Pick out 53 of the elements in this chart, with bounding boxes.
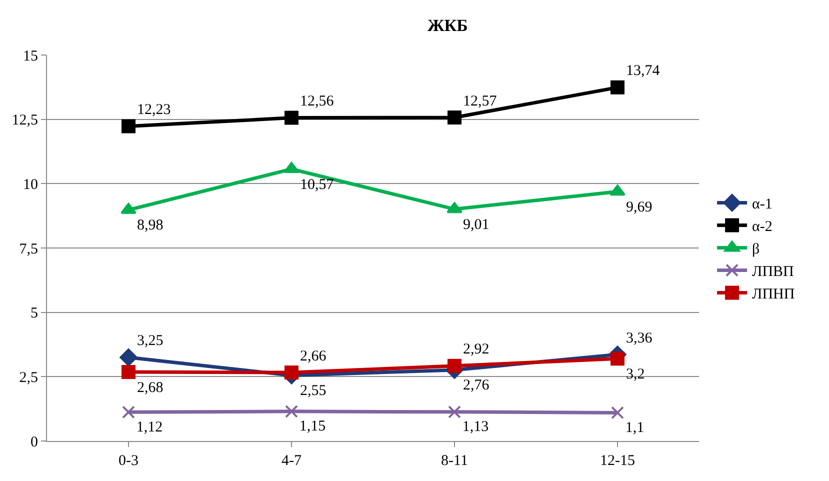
legend-label: β: [752, 242, 760, 258]
point: [610, 184, 626, 196]
point: [446, 202, 462, 214]
data-label: 3,25: [137, 333, 164, 350]
legend-label: ЛПНП: [752, 286, 795, 303]
x-tick-label: 4-7: [282, 453, 302, 469]
data-label: 13,74: [626, 63, 660, 80]
point: [448, 358, 462, 373]
data-label: 1,15: [299, 418, 326, 435]
y-tick-label: 15: [23, 48, 38, 64]
point: [122, 119, 136, 134]
data-label: 2,66: [300, 348, 327, 364]
y-tick-label: 10: [23, 176, 38, 193]
point: [610, 80, 624, 94]
legend-label: ЛПВП: [752, 264, 794, 280]
data-label: 9,01: [463, 216, 490, 233]
legend-label: α-1: [752, 196, 772, 213]
data-label: 1,1: [625, 420, 644, 436]
data-label: 2,92: [463, 342, 490, 358]
data-label: 1,12: [136, 419, 163, 436]
point: [122, 365, 136, 380]
data-label: 9,69: [626, 199, 652, 216]
data-label: 2,68: [137, 380, 164, 396]
data-label: 2,76: [463, 378, 490, 394]
y-tick-label: 5: [30, 306, 38, 322]
data-label: 12,56: [300, 94, 334, 110]
y-tick-label: 2,5: [19, 370, 38, 386]
point: [284, 366, 298, 380]
point: [285, 404, 298, 418]
chart-title: ЖКБ: [427, 16, 468, 36]
x-tick-label: 8-11: [441, 453, 468, 469]
x-tick-label: 12-15: [600, 453, 635, 469]
y-tick-label: 0: [30, 434, 38, 450]
legend-label: α-2: [752, 219, 772, 236]
point: [284, 110, 298, 125]
point: [122, 406, 135, 419]
data-label: 3,2: [626, 366, 645, 382]
point: [448, 110, 462, 125]
data-label: 8,98: [137, 218, 164, 234]
y-tick-label: 7,5: [19, 241, 38, 258]
point: [610, 352, 624, 366]
point: [448, 405, 461, 418]
point: [611, 406, 624, 420]
data-label: 1,13: [462, 419, 489, 436]
data-label: 10,57: [300, 176, 334, 193]
x-tick-label: 0-3: [118, 453, 138, 469]
data-label: 12,57: [463, 93, 498, 110]
data-label: 3,36: [626, 330, 653, 346]
point: [120, 202, 136, 214]
data-label: 2,55: [300, 383, 326, 400]
point: [120, 348, 138, 366]
data-label: 12,23: [137, 102, 171, 118]
y-tick-label: 12,5: [12, 112, 38, 129]
